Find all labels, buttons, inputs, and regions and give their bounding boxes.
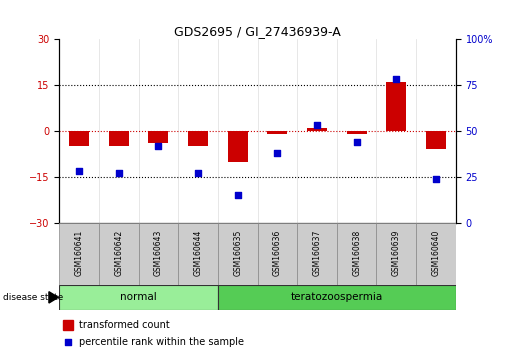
Bar xyxy=(258,223,297,285)
Bar xyxy=(267,131,287,134)
Point xyxy=(392,76,401,82)
Text: transformed count: transformed count xyxy=(79,320,170,330)
Point xyxy=(313,122,321,128)
Bar xyxy=(426,131,446,149)
Point xyxy=(114,171,123,176)
Point xyxy=(194,171,202,176)
Text: GSM160644: GSM160644 xyxy=(194,229,202,276)
Bar xyxy=(109,131,129,146)
Point xyxy=(154,143,163,149)
Text: disease state: disease state xyxy=(3,293,63,302)
Text: GSM160637: GSM160637 xyxy=(313,229,321,276)
Bar xyxy=(188,131,208,146)
Bar xyxy=(218,223,258,285)
Bar xyxy=(307,128,327,131)
Point xyxy=(432,176,440,182)
Bar xyxy=(337,223,376,285)
Text: GSM160640: GSM160640 xyxy=(432,229,440,276)
Text: GSM160642: GSM160642 xyxy=(114,230,123,276)
Bar xyxy=(347,131,367,134)
Title: GDS2695 / GI_27436939-A: GDS2695 / GI_27436939-A xyxy=(174,25,341,38)
Text: normal: normal xyxy=(120,292,157,302)
Text: GSM160639: GSM160639 xyxy=(392,229,401,276)
Point xyxy=(234,193,242,198)
Bar xyxy=(148,131,168,143)
Bar xyxy=(376,223,416,285)
Point xyxy=(75,169,83,174)
Point xyxy=(352,139,360,145)
Bar xyxy=(99,223,139,285)
Bar xyxy=(63,320,73,330)
Point xyxy=(64,339,72,344)
Text: GSM160643: GSM160643 xyxy=(154,229,163,276)
Point xyxy=(273,150,281,156)
Bar xyxy=(59,285,218,310)
Bar xyxy=(178,223,218,285)
Bar xyxy=(139,223,178,285)
Bar xyxy=(228,131,248,162)
Text: GSM160636: GSM160636 xyxy=(273,229,282,276)
Bar xyxy=(386,82,406,131)
Bar xyxy=(69,131,89,146)
Text: GSM160638: GSM160638 xyxy=(352,230,361,276)
Text: GSM160641: GSM160641 xyxy=(75,230,83,276)
Bar xyxy=(297,223,337,285)
Bar xyxy=(218,285,456,310)
Bar xyxy=(416,223,456,285)
Text: teratozoospermia: teratozoospermia xyxy=(290,292,383,302)
Text: percentile rank within the sample: percentile rank within the sample xyxy=(79,337,244,347)
Text: GSM160635: GSM160635 xyxy=(233,229,242,276)
Bar xyxy=(59,223,99,285)
